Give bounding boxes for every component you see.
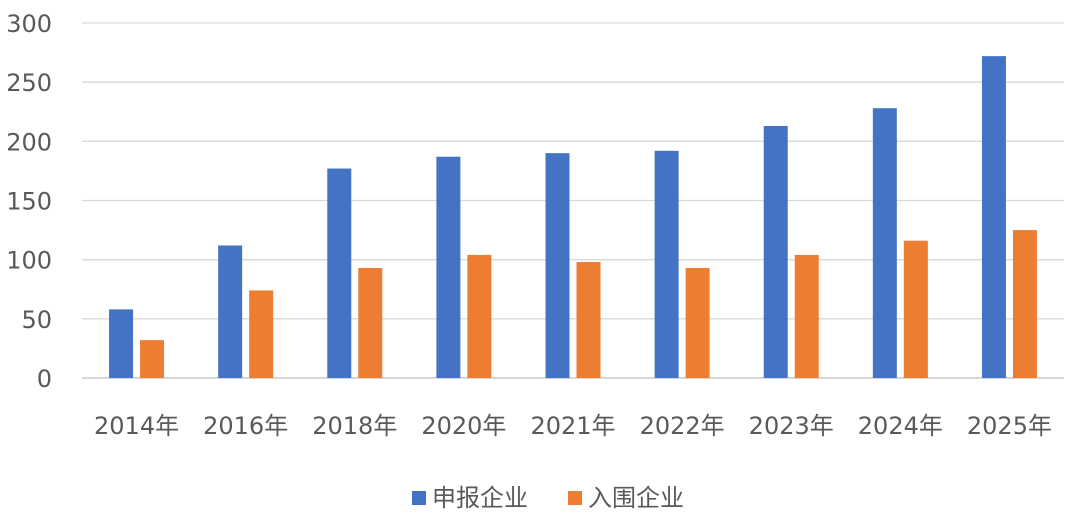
bar-applicant-3: [436, 156, 461, 378]
bar-shortlisted-4: [576, 262, 601, 378]
x-tick-label: 2024年: [858, 412, 943, 440]
bar-applicant-1: [218, 245, 243, 378]
gridlines: [82, 22, 1064, 379]
y-tick-label: 100: [6, 247, 52, 275]
x-tick-label: 2022年: [640, 412, 725, 440]
bars: [109, 56, 1037, 379]
bar-applicant-8: [981, 56, 1006, 379]
x-tick-label: 2018年: [312, 412, 397, 440]
bar-shortlisted-6: [794, 254, 819, 378]
legend-swatch: [568, 491, 582, 505]
legend-label: 入围企业: [588, 484, 684, 512]
legend-label: 申报企业: [432, 484, 528, 512]
bar-shortlisted-5: [685, 267, 710, 378]
x-tick-label: 2021年: [530, 412, 615, 440]
bar-shortlisted-2: [358, 267, 383, 378]
y-tick-label: 300: [6, 10, 52, 38]
x-tick-label: 2014年: [94, 412, 179, 440]
bar-applicant-0: [109, 309, 134, 378]
bar-shortlisted-1: [249, 290, 274, 378]
bar-applicant-6: [763, 125, 788, 378]
x-tick-label: 2023年: [749, 412, 834, 440]
bar-shortlisted-8: [1012, 230, 1037, 378]
x-axis-ticks: 2014年 2016年 2018年 2020年 2021年 2022年 2023年 2024年…: [94, 412, 1052, 440]
legend: 申报企业 入围企业: [412, 484, 684, 512]
y-tick-label: 200: [6, 128, 52, 156]
y-tick-label: 150: [6, 188, 52, 216]
y-axis-ticks: 0 50 100 150 200 250 300: [6, 10, 52, 393]
bar-shortlisted-3: [467, 254, 492, 378]
legend-swatch: [412, 491, 426, 505]
bar-shortlisted-7: [903, 240, 928, 378]
bar-applicant-2: [327, 168, 352, 378]
y-tick-label: 250: [6, 69, 52, 97]
bar-applicant-7: [872, 108, 897, 378]
bar-applicant-4: [545, 153, 570, 378]
bar-applicant-5: [654, 150, 679, 378]
bar-shortlisted-0: [140, 340, 165, 378]
x-tick-label: 2016年: [203, 412, 288, 440]
y-tick-label: 0: [37, 365, 52, 393]
x-tick-label: 2020年: [421, 412, 506, 440]
y-tick-label: 50: [21, 306, 52, 334]
x-tick-label: 2025年: [967, 412, 1052, 440]
